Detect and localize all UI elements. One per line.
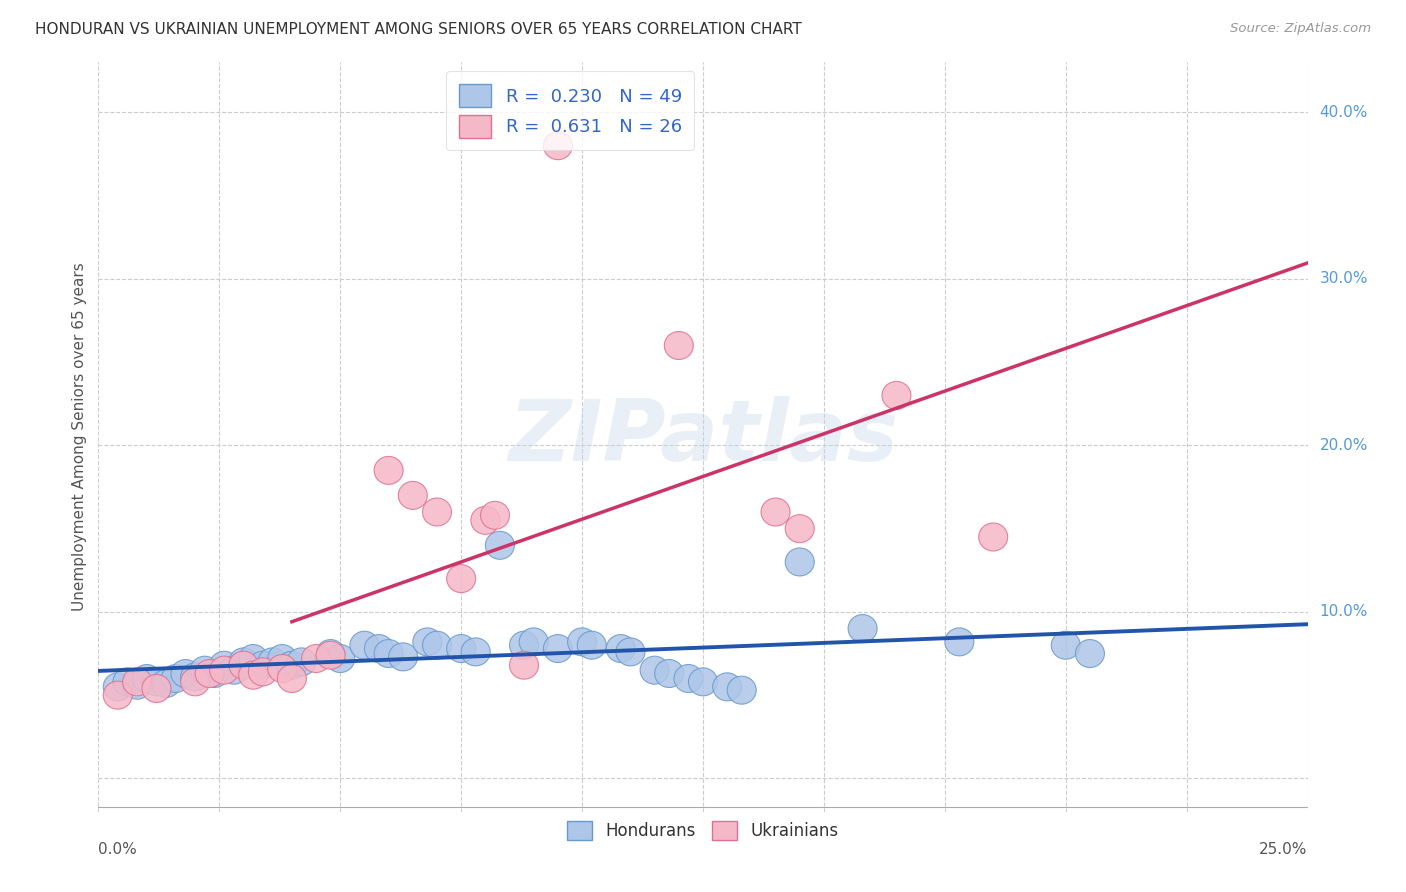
Ellipse shape [485, 532, 515, 559]
Y-axis label: Unemployment Among Seniors over 65 years: Unemployment Among Seniors over 65 years [72, 263, 87, 611]
Ellipse shape [152, 670, 180, 698]
Ellipse shape [713, 673, 742, 701]
Text: 30.0%: 30.0% [1320, 271, 1368, 286]
Ellipse shape [727, 676, 756, 704]
Text: ZIPatlas: ZIPatlas [508, 395, 898, 479]
Ellipse shape [195, 659, 224, 688]
Text: 20.0%: 20.0% [1320, 438, 1368, 453]
Ellipse shape [413, 628, 441, 656]
Ellipse shape [103, 673, 132, 701]
Ellipse shape [1052, 632, 1080, 659]
Legend: Hondurans, Ukrainians: Hondurans, Ukrainians [558, 813, 848, 848]
Ellipse shape [422, 498, 451, 526]
Ellipse shape [848, 615, 877, 642]
Ellipse shape [239, 645, 267, 673]
Ellipse shape [673, 665, 703, 692]
Ellipse shape [509, 651, 538, 679]
Ellipse shape [162, 665, 190, 692]
Ellipse shape [287, 648, 316, 676]
Ellipse shape [142, 674, 172, 703]
Ellipse shape [689, 668, 717, 696]
Text: Source: ZipAtlas.com: Source: ZipAtlas.com [1230, 22, 1371, 36]
Ellipse shape [447, 565, 475, 592]
Ellipse shape [640, 657, 669, 684]
Text: 10.0%: 10.0% [1320, 605, 1368, 619]
Ellipse shape [229, 651, 259, 679]
Ellipse shape [277, 651, 307, 679]
Ellipse shape [209, 651, 239, 679]
Ellipse shape [785, 548, 814, 576]
Ellipse shape [945, 628, 974, 656]
Text: HONDURAN VS UKRAINIAN UNEMPLOYMENT AMONG SENIORS OVER 65 YEARS CORRELATION CHART: HONDURAN VS UKRAINIAN UNEMPLOYMENT AMONG… [35, 22, 801, 37]
Text: 25.0%: 25.0% [1260, 842, 1308, 856]
Ellipse shape [142, 668, 172, 696]
Ellipse shape [481, 501, 509, 529]
Ellipse shape [259, 648, 287, 676]
Ellipse shape [316, 641, 344, 669]
Ellipse shape [301, 645, 330, 673]
Ellipse shape [471, 507, 501, 534]
Ellipse shape [543, 634, 572, 663]
Ellipse shape [422, 632, 451, 659]
Ellipse shape [461, 638, 491, 665]
Ellipse shape [388, 643, 418, 671]
Ellipse shape [606, 634, 636, 663]
Ellipse shape [267, 655, 297, 682]
Ellipse shape [979, 523, 1008, 551]
Ellipse shape [180, 668, 209, 696]
Ellipse shape [316, 640, 344, 667]
Ellipse shape [509, 632, 538, 659]
Ellipse shape [785, 515, 814, 542]
Ellipse shape [543, 132, 572, 160]
Ellipse shape [326, 645, 354, 673]
Ellipse shape [239, 661, 267, 690]
Ellipse shape [132, 665, 162, 692]
Ellipse shape [103, 681, 132, 709]
Ellipse shape [374, 640, 404, 667]
Ellipse shape [200, 659, 229, 688]
Ellipse shape [249, 651, 277, 679]
Ellipse shape [209, 657, 239, 684]
Ellipse shape [122, 671, 152, 699]
Text: 0.0%: 0.0% [98, 842, 138, 856]
Ellipse shape [350, 632, 380, 659]
Ellipse shape [219, 657, 249, 684]
Text: 40.0%: 40.0% [1320, 105, 1368, 120]
Ellipse shape [578, 632, 606, 659]
Ellipse shape [568, 628, 596, 656]
Ellipse shape [398, 482, 427, 509]
Ellipse shape [374, 457, 404, 484]
Ellipse shape [655, 659, 683, 688]
Ellipse shape [616, 638, 645, 665]
Ellipse shape [172, 659, 200, 688]
Ellipse shape [180, 663, 209, 690]
Ellipse shape [190, 657, 219, 684]
Ellipse shape [122, 668, 152, 696]
Ellipse shape [664, 332, 693, 359]
Ellipse shape [1076, 640, 1105, 667]
Ellipse shape [761, 498, 790, 526]
Ellipse shape [249, 658, 277, 686]
Ellipse shape [267, 645, 297, 673]
Ellipse shape [364, 634, 394, 663]
Ellipse shape [447, 634, 475, 663]
Ellipse shape [112, 668, 142, 696]
Ellipse shape [277, 665, 307, 692]
Ellipse shape [229, 648, 259, 676]
Ellipse shape [882, 382, 911, 409]
Ellipse shape [519, 628, 548, 656]
